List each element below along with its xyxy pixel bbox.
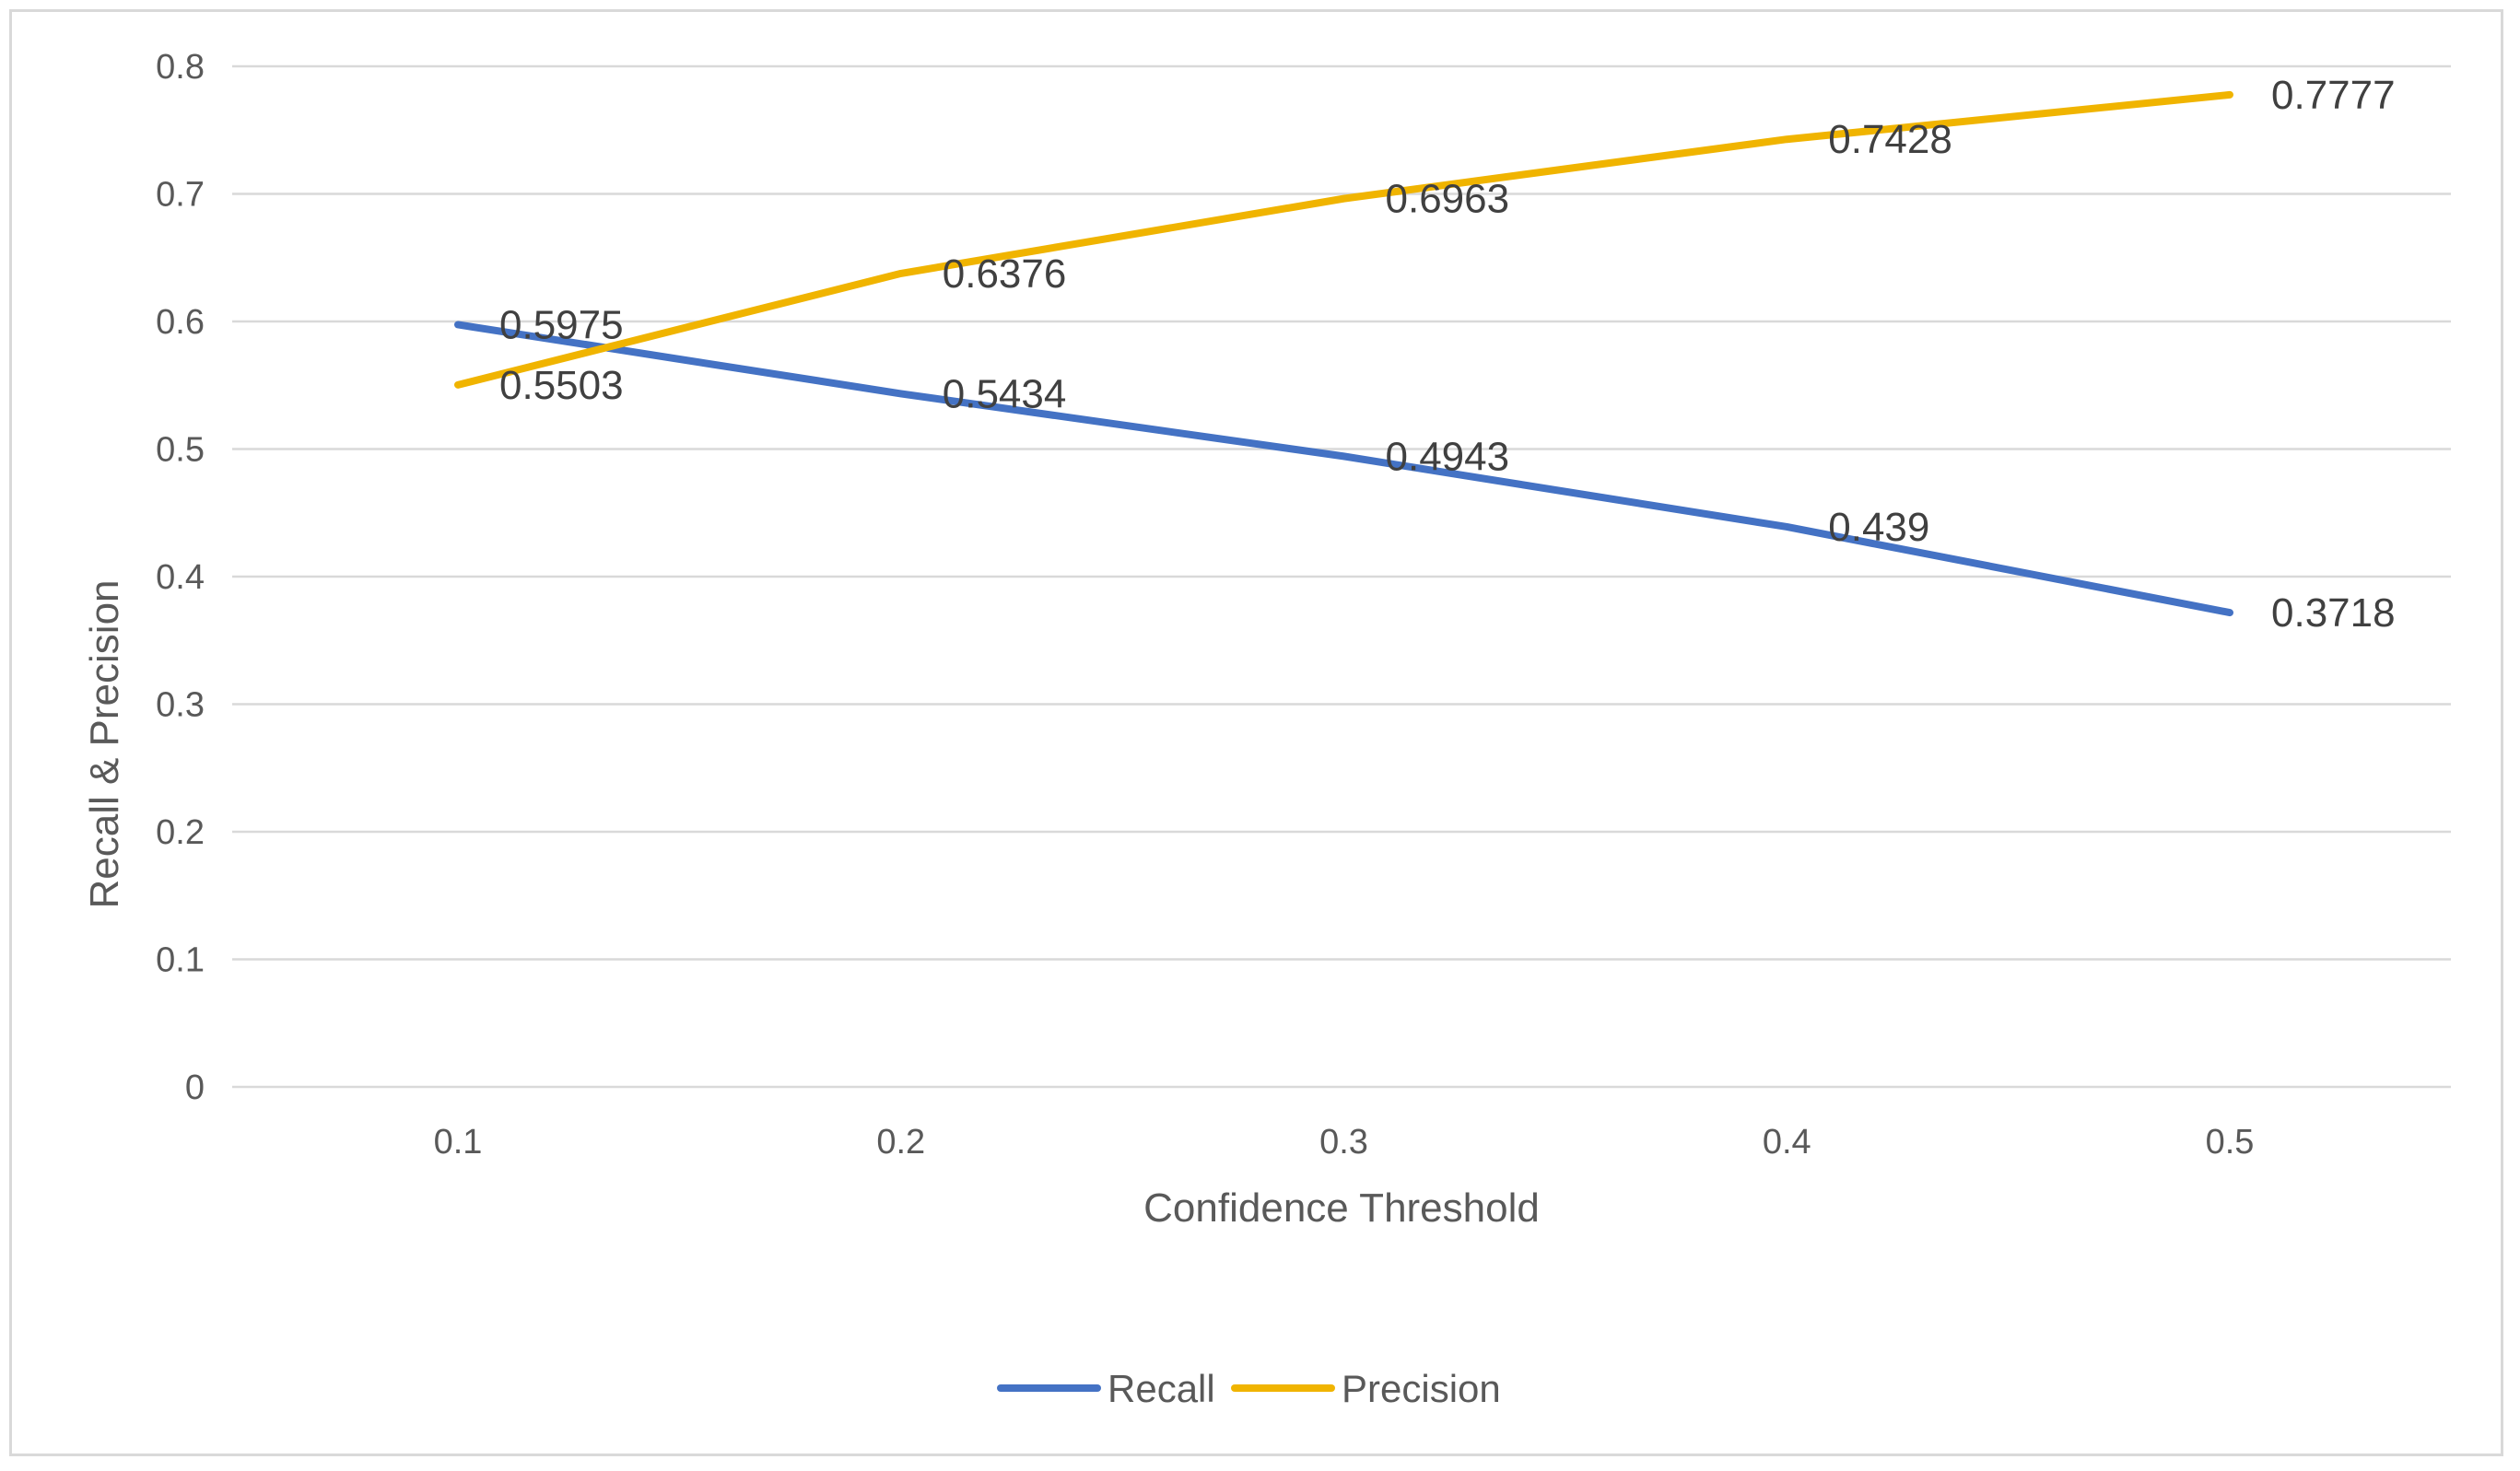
series-lines [454,90,2233,617]
data-label-precision: 0.5503 [499,363,624,408]
data-label-recall: 0.4943 [1386,434,1510,479]
legend-label-precision: Precision [1342,1367,1501,1410]
data-label-recall: 0.3718 [2271,590,2396,636]
y-tick-label: 0.4 [156,558,205,597]
chart-frame [9,9,2503,1456]
x-axis-title: Confidence Threshold [1143,1185,1540,1231]
x-tick-label: 0.1 [434,1123,483,1162]
y-tick-label: 0.3 [156,686,205,725]
data-label-precision: 0.6376 [943,251,1067,297]
legend-label-recall: Recall [1108,1367,1215,1410]
legend: Recall Precision [997,1367,1501,1410]
y-tick-label: 0.8 [156,48,205,87]
gridlines [232,64,2451,1089]
data-label-recall: 0.5434 [943,371,1067,416]
data-label-recall: 0.439 [1828,505,1929,550]
y-tick-label: 0 [185,1068,205,1107]
x-tick-label: 0.4 [1763,1123,1811,1162]
y-tick-label: 0.6 [156,303,205,342]
y-tick-label: 0.2 [156,813,205,852]
data-label-precision: 0.6963 [1386,177,1510,222]
x-tick-label: 0.3 [1319,1123,1368,1162]
y-tick-label: 0.7 [156,176,205,215]
x-axis-ticks: 0.1 0.2 0.3 0.4 0.5 [434,1123,2255,1162]
y-tick-label: 0.1 [156,941,205,980]
y-tick-label: 0.5 [156,431,205,470]
x-tick-label: 0.2 [876,1123,925,1162]
y-axis-ticks: 0 0.1 0.2 0.3 0.4 0.5 0.6 0.7 0.8 [156,48,205,1107]
data-labels: 0.5975 0.5434 0.4943 0.439 0.3718 0.5503 0.637… [499,73,2396,636]
data-label-recall: 0.5975 [499,302,624,347]
series-line-precision [454,90,2233,389]
data-label-precision: 0.7777 [2271,73,2396,118]
y-axis-title: Recall & Precision [82,579,127,908]
data-label-precision: 0.7428 [1828,117,1952,162]
series-line-recall [454,321,2233,617]
x-tick-label: 0.5 [2206,1123,2255,1162]
